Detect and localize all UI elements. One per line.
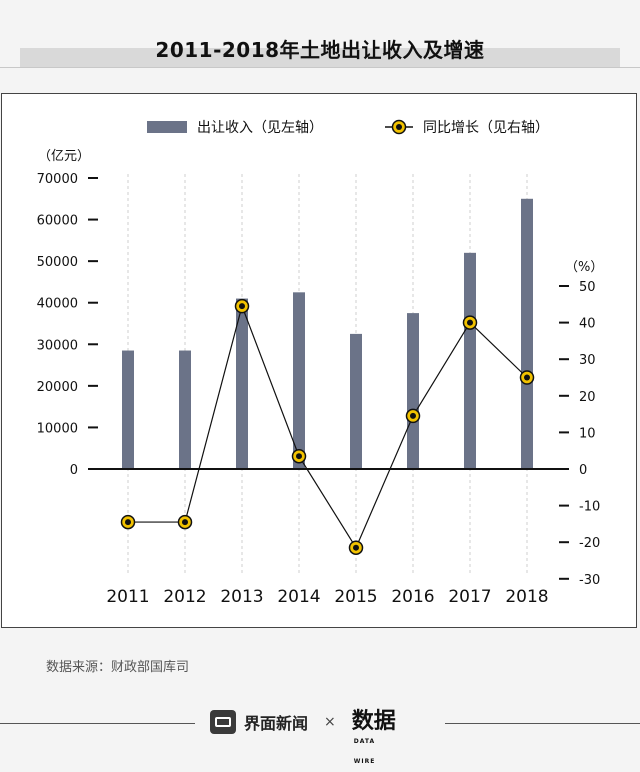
growth-marker-core <box>467 319 473 326</box>
growth-line <box>128 304 528 549</box>
x-axis-tick-label: 2014 <box>277 587 320 607</box>
growth-marker-core <box>353 544 359 551</box>
bar <box>122 350 134 469</box>
growth-marker-core <box>125 519 131 526</box>
footer-line-left <box>0 723 195 724</box>
x-axis-tick-label: 2013 <box>220 587 263 607</box>
bar <box>350 333 362 469</box>
brand-separator: × <box>324 714 336 730</box>
legend-bar-swatch <box>147 121 187 133</box>
left-axis-tick-label: 50000 <box>37 255 78 270</box>
chart-svg: 0 10000 20000 30000 40000 50000 60000 70000 （亿元）… <box>37 119 603 607</box>
right-axis-unit: （%） <box>565 260 603 275</box>
right-axis-tick-label: 50 <box>579 280 596 295</box>
left-axis-tick-label: 60000 <box>37 214 78 229</box>
source-note: 数据来源：财政部国库司 <box>46 660 190 675</box>
x-axis-tick-label: 2017 <box>448 587 491 607</box>
footer-line-right <box>445 723 640 724</box>
right-axis-tick-label: 10 <box>579 426 596 441</box>
datawire-logo-sub: DATA WIRE <box>353 738 376 765</box>
left-axis-tick-label: 0 <box>70 463 78 478</box>
right-axis-tick-label: 40 <box>579 317 596 332</box>
bar <box>464 252 476 469</box>
footer-brand: 界面新闻 × 数据 DATA WIRE <box>210 708 396 766</box>
title-rule <box>0 67 640 68</box>
right-axis-tick-label: -10 <box>579 500 600 515</box>
growth-marker-core <box>410 412 416 419</box>
x-axis-tick-label: 2018 <box>505 587 548 607</box>
growth-marker-core <box>296 453 302 460</box>
bar <box>236 298 248 469</box>
chart-title: 2011-2018年土地出让收入及增速 <box>155 38 485 62</box>
left-axis-tick-label: 70000 <box>37 172 78 187</box>
growth-marker-core <box>239 303 245 310</box>
datawire-logo: 数据 DATA WIRE <box>351 709 396 766</box>
right-axis-tick-label: 30 <box>579 353 596 368</box>
bar <box>179 350 191 469</box>
right-axis-tick-label: -30 <box>579 573 600 588</box>
right-axis-tick-label: -20 <box>579 536 600 551</box>
legend-bar-label: 出让收入（见左轴） <box>197 120 323 136</box>
right-axis-tick-label: 0 <box>579 463 587 478</box>
bar <box>407 313 419 469</box>
datawire-logo-text: 数据 <box>351 709 396 734</box>
left-axis-tick-label: 40000 <box>37 297 78 312</box>
x-axis-tick-label: 2012 <box>163 587 206 607</box>
chart-frame: 0 10000 20000 30000 40000 50000 60000 70000 （亿元）… <box>1 93 637 628</box>
right-axis-tick-label: 20 <box>579 390 596 405</box>
brand-name: 界面新闻 <box>244 714 309 733</box>
growth-marker-core <box>524 374 530 381</box>
bar <box>521 198 533 469</box>
x-axis-tick-label: 2016 <box>391 587 434 607</box>
left-axis-tick-label: 10000 <box>37 421 78 436</box>
left-axis-unit: （亿元） <box>38 149 90 164</box>
legend-line-label: 同比增长（见右轴） <box>423 120 549 136</box>
x-axis-tick-label: 2011 <box>106 587 149 607</box>
x-axis-tick-label: 2015 <box>334 587 377 607</box>
growth-marker-core <box>182 519 188 526</box>
left-axis-tick-label: 20000 <box>37 380 78 395</box>
legend-line-marker-core <box>396 124 402 130</box>
left-axis-tick-label: 30000 <box>37 338 78 353</box>
bar <box>293 292 305 469</box>
brand-logo-icon <box>210 710 236 734</box>
title-band <box>20 48 620 67</box>
